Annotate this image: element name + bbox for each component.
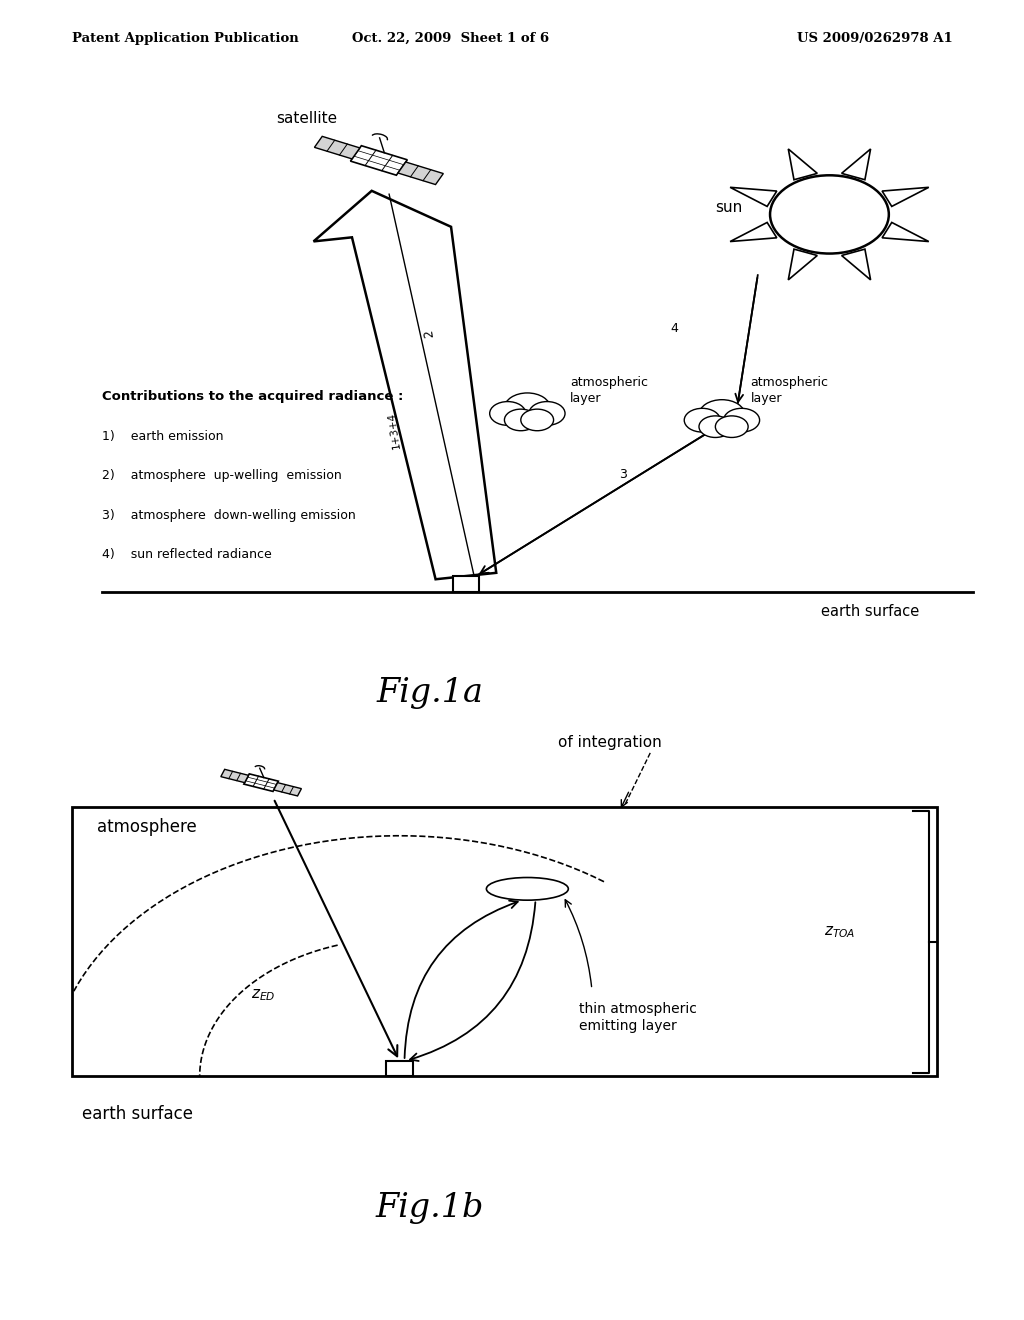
Polygon shape <box>882 187 929 206</box>
Circle shape <box>699 416 732 437</box>
Text: 4)    sun reflected radiance: 4) sun reflected radiance <box>102 548 272 561</box>
Text: earth surface: earth surface <box>821 603 920 619</box>
Text: Patent Application Publication: Patent Application Publication <box>72 32 298 45</box>
Polygon shape <box>350 145 408 176</box>
Text: 1+3+4: 1+3+4 <box>386 412 402 449</box>
Text: atmospheric
layer: atmospheric layer <box>570 376 648 405</box>
Text: of integration: of integration <box>558 735 662 750</box>
Text: atmospheric
layer: atmospheric layer <box>751 376 828 405</box>
Polygon shape <box>842 149 870 180</box>
Polygon shape <box>730 187 777 206</box>
Circle shape <box>684 408 720 432</box>
Text: Oct. 22, 2009  Sheet 1 of 6: Oct. 22, 2009 Sheet 1 of 6 <box>352 32 549 45</box>
Circle shape <box>770 176 889 253</box>
Text: Fig.1a: Fig.1a <box>377 677 483 709</box>
Text: satellite: satellite <box>276 111 338 127</box>
Circle shape <box>699 400 744 430</box>
Circle shape <box>724 408 760 432</box>
Polygon shape <box>398 162 443 185</box>
Text: atmosphere: atmosphere <box>97 818 197 836</box>
Circle shape <box>716 416 749 437</box>
Polygon shape <box>221 770 249 783</box>
Text: Contributions to the acquired radiance :: Contributions to the acquired radiance : <box>102 389 403 403</box>
Text: earth surface: earth surface <box>82 1105 193 1123</box>
Circle shape <box>521 409 554 430</box>
Polygon shape <box>730 223 777 242</box>
Circle shape <box>489 401 525 425</box>
Polygon shape <box>244 774 279 792</box>
Circle shape <box>505 393 550 424</box>
Text: sun: sun <box>715 201 742 215</box>
Text: $z_{TOA}$: $z_{TOA}$ <box>824 924 856 940</box>
Circle shape <box>505 409 538 430</box>
Bar <box>386 1061 413 1077</box>
Text: 2)    atmosphere  up-welling  emission: 2) atmosphere up-welling emission <box>102 470 342 482</box>
Text: US 2009/0262978 A1: US 2009/0262978 A1 <box>797 32 952 45</box>
Circle shape <box>529 401 565 425</box>
Text: 1)    earth emission: 1) earth emission <box>102 430 224 444</box>
Text: 2: 2 <box>422 329 436 339</box>
Bar <box>453 576 479 593</box>
Text: thin atmospheric
emitting layer: thin atmospheric emitting layer <box>579 1002 696 1034</box>
Polygon shape <box>314 136 359 158</box>
Text: Fig.1b: Fig.1b <box>376 1192 484 1224</box>
Polygon shape <box>313 191 497 579</box>
Polygon shape <box>788 149 817 180</box>
Polygon shape <box>842 249 870 280</box>
Text: 3: 3 <box>620 467 628 480</box>
Text: 4: 4 <box>671 322 679 335</box>
Text: 3)    atmosphere  down-welling emission: 3) atmosphere down-welling emission <box>102 508 356 521</box>
Polygon shape <box>882 223 929 242</box>
Polygon shape <box>273 783 301 796</box>
Bar <box>72 808 937 1077</box>
Text: $z_{ED}$: $z_{ED}$ <box>251 987 275 1003</box>
Ellipse shape <box>486 878 568 900</box>
Polygon shape <box>788 249 817 280</box>
